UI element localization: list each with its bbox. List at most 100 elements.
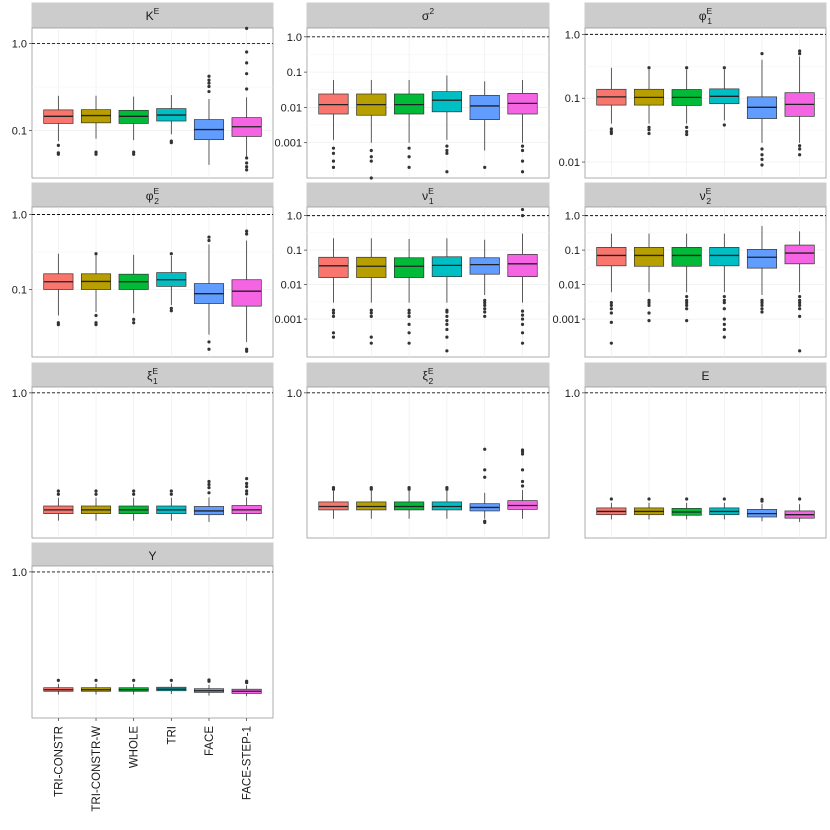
boxplot-tri-constr — [596, 233, 627, 345]
outlier-point — [445, 170, 449, 174]
outlier-point — [245, 229, 249, 233]
panel-area — [306, 386, 550, 539]
facet-panel: νE 1 1.0 0.1 0.01 0.001 — [274, 182, 550, 358]
boxplot-face — [746, 51, 778, 167]
box-iqr — [469, 94, 500, 121]
x-tick-label: TRI — [166, 726, 178, 745]
outlier-point — [94, 323, 98, 327]
boxplot-tri — [431, 75, 463, 174]
outlier-point — [685, 319, 689, 323]
outlier-point — [520, 148, 525, 153]
outlier-point — [207, 84, 211, 89]
outlier-point — [520, 484, 525, 488]
outlier-point — [169, 492, 173, 496]
facet-strip-label: νE 1 — [422, 186, 434, 206]
outlier-point — [520, 479, 525, 484]
outlier-point — [132, 321, 136, 325]
outlier-point — [407, 165, 411, 169]
outlier-point — [369, 159, 373, 163]
outlier-point — [132, 317, 136, 321]
outlier-point — [685, 303, 689, 307]
outlier-point — [685, 132, 689, 137]
boxplot-whole — [671, 66, 702, 137]
outlier-point — [245, 61, 249, 65]
boxplot-tri-constr-w — [356, 486, 387, 519]
boxplot-tri-constr-w — [633, 497, 665, 520]
outlier-point — [207, 678, 211, 682]
outlier-point — [483, 298, 487, 302]
outlier-point — [520, 331, 525, 335]
outlier-point — [445, 148, 449, 153]
x-tick-label: FACE — [204, 726, 216, 756]
outlier-point — [331, 331, 336, 335]
box-iqr — [318, 256, 349, 278]
y-tick-label: 0.001 — [274, 314, 302, 326]
outlier-point — [483, 307, 487, 311]
facet-strip — [31, 362, 274, 388]
outlier-point — [760, 497, 764, 501]
box-iqr — [393, 257, 425, 278]
y-tick-label: 1.0 — [565, 211, 580, 223]
outlier-point — [609, 131, 613, 136]
outlier-point — [94, 152, 98, 156]
outlier-point — [56, 489, 60, 493]
facet-strip-label: E — [701, 369, 709, 383]
outlier-point — [169, 489, 173, 493]
facet-panel: E 1.0 — [565, 362, 827, 539]
outlier-point — [647, 298, 651, 302]
outlier-point — [609, 301, 613, 305]
outlier-point — [245, 489, 249, 493]
outlier-point — [56, 492, 60, 496]
box-iqr — [80, 109, 112, 124]
outlier-point — [245, 87, 249, 91]
outlier-point — [760, 153, 764, 157]
x-tick-label: TRI-CONSTR — [53, 726, 65, 797]
outlier-point — [483, 314, 487, 318]
facet-strip — [306, 2, 550, 29]
outlier-point — [407, 341, 411, 345]
facet-strip-label: σ2 — [422, 6, 434, 23]
box-iqr — [507, 254, 538, 277]
y-tick-label: 1.0 — [565, 388, 580, 400]
y-tick-label: 0.01 — [281, 102, 302, 114]
outlier-point — [207, 479, 211, 484]
boxplot-tri-constr-w — [633, 66, 665, 136]
outlier-point — [331, 308, 336, 312]
outlier-point — [520, 322, 525, 327]
y-tick-label: 1.0 — [287, 388, 302, 400]
boxplot-tri-constr-w — [80, 489, 112, 521]
outlier-point — [798, 294, 802, 299]
facet-panel: σ2 1.0 0.1 0.01 0.001 — [274, 2, 550, 180]
boxplot-face-step-1 — [784, 497, 815, 522]
outlier-point — [722, 335, 726, 339]
outlier-point — [609, 311, 613, 315]
facet-panel: φE 2 1.0 0.1 — [12, 182, 274, 358]
outlier-point — [647, 301, 651, 305]
box-iqr — [784, 244, 815, 265]
boxplot-tri-constr — [43, 678, 74, 695]
outlier-point — [520, 170, 525, 174]
outlier-point — [520, 309, 525, 313]
outlier-point — [760, 163, 764, 167]
outlier-point — [331, 151, 336, 155]
box-iqr — [431, 91, 463, 113]
boxplot-tri-constr-w — [633, 233, 665, 323]
outlier-point — [207, 486, 211, 490]
boxplot-tri-constr-w — [80, 678, 112, 695]
panel-area — [31, 27, 274, 179]
outlier-point — [369, 308, 373, 312]
outlier-point — [483, 310, 487, 314]
facet-strip — [31, 182, 274, 208]
boxplot-tri — [709, 233, 740, 339]
outlier-point — [520, 468, 525, 472]
y-tick-label: 0.1 — [12, 285, 27, 297]
panel-area — [31, 386, 274, 539]
outlier-point — [798, 144, 802, 148]
outlier-point — [520, 159, 525, 163]
y-tick-label: 1.0 — [565, 29, 580, 41]
outlier-point — [445, 349, 449, 353]
box-iqr — [431, 256, 463, 277]
outlier-point — [407, 146, 411, 150]
panel-area — [31, 565, 274, 719]
